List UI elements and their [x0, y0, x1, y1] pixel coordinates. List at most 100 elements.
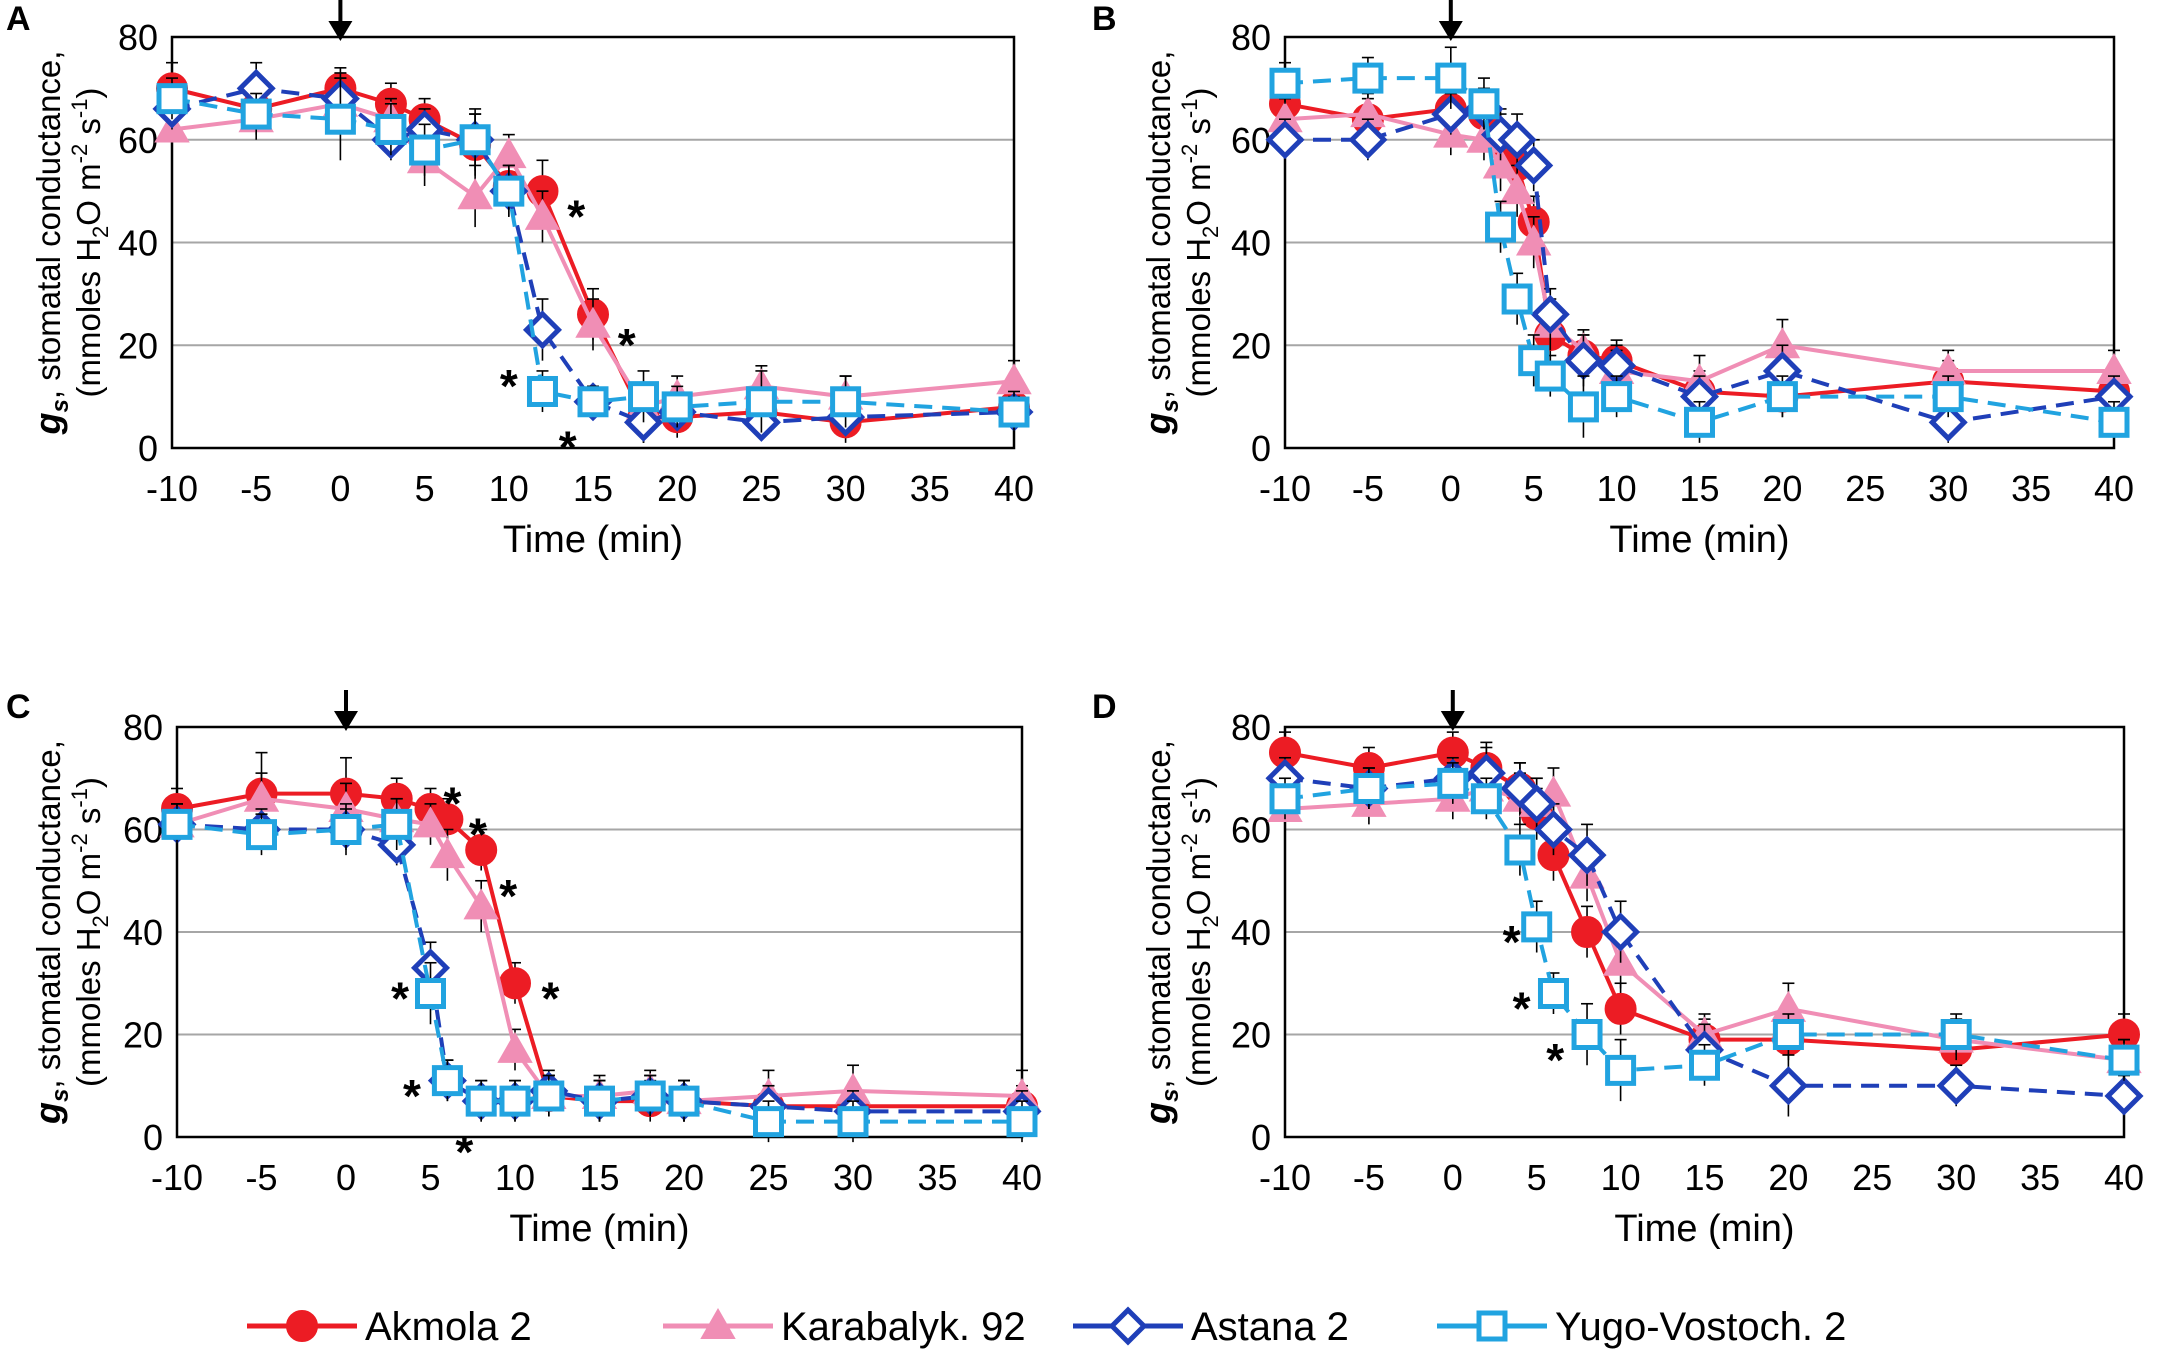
data-point	[246, 819, 277, 851]
data-point	[1534, 360, 1566, 392]
y-axis-label-line2: (mmoles H2O m-2 s-1)	[1177, 777, 1223, 1087]
data-point	[465, 1085, 497, 1117]
data-point	[1605, 1054, 1637, 1086]
y-tick-label: 20	[1231, 1015, 1271, 1056]
data-point	[1533, 809, 1574, 850]
data-point	[1485, 211, 1517, 243]
panel-label: A	[6, 0, 31, 38]
x-axis-label: Time (min)	[1614, 1208, 1794, 1250]
data-point	[457, 178, 493, 210]
y-tick-label: 80	[123, 707, 163, 748]
data-point	[1517, 784, 1557, 824]
y-axis-label-line1: gs, stomatal conductance,	[1137, 740, 1184, 1125]
y-tick-label: 80	[118, 17, 158, 58]
plot-frame	[1283, 35, 2116, 450]
data-point	[526, 375, 558, 407]
data-point	[1772, 1019, 1804, 1050]
panel-D: -10 -5 0 5 10 15 20 25 30 35 40 0 20 40 60 80 Time (min)…	[1092, 688, 2144, 1250]
x-tick-label: 20	[664, 1157, 704, 1198]
plot-frame	[175, 725, 1024, 1139]
series-yugo-vostoch-2	[156, 77, 1030, 433]
data-point	[381, 808, 413, 840]
data-point	[415, 978, 446, 1009]
data-point	[584, 1085, 615, 1117]
series-yugo-vostoch-2	[1269, 762, 2140, 1102]
data-point	[459, 124, 491, 156]
x-tick-label: 30	[833, 1157, 873, 1198]
legend-label: Astana 2	[1191, 1305, 1349, 1349]
x-tick-label: 20	[1768, 1157, 1808, 1198]
data-point	[1269, 783, 1301, 815]
data-point	[577, 386, 609, 418]
legend-label: Akmola 2	[365, 1305, 532, 1349]
data-point	[1766, 381, 1798, 413]
legend-marker	[1476, 1310, 1508, 1342]
x-tick-label: 40	[994, 468, 1034, 509]
y-tick-label: 60	[123, 810, 163, 851]
data-point	[575, 306, 611, 338]
data-point	[1501, 283, 1533, 315]
significance-star: *	[1546, 1034, 1564, 1086]
data-point	[1928, 402, 1968, 442]
data-point	[533, 1080, 565, 1112]
y-tick-label: 0	[143, 1117, 163, 1158]
significance-star: *	[469, 808, 487, 860]
legend-marker	[1108, 1306, 1148, 1346]
y-axis-label-line2: (mmoles H2O m-2 s-1)	[67, 88, 113, 398]
data-point	[1470, 783, 1502, 815]
x-tick-label: 15	[573, 468, 613, 509]
x-tick-label: 35	[2011, 468, 2051, 509]
significance-star: *	[542, 972, 560, 1024]
data-point	[1530, 294, 1570, 334]
significance-star: *	[444, 778, 462, 830]
data-point	[1521, 911, 1553, 943]
data-point	[668, 1085, 700, 1117]
y-tick-label: 60	[118, 120, 158, 161]
x-tick-label: 15	[1679, 468, 1719, 509]
data-point	[499, 1085, 531, 1117]
series-yugo-vostoch-2	[161, 797, 1038, 1143]
data-point	[499, 967, 531, 1000]
data-point	[1499, 173, 1535, 205]
y-tick-label: 80	[1231, 707, 1271, 748]
y-tick-label: 40	[123, 912, 163, 953]
y-axis-label-line1: gs, stomatal conductance,	[27, 51, 74, 436]
data-point	[998, 396, 1030, 428]
y-tick-label: 80	[1231, 17, 1271, 58]
panel-label: C	[6, 688, 31, 726]
x-tick-label: 5	[415, 468, 435, 509]
x-tick-label: 5	[1527, 1157, 1547, 1198]
x-tick-label: 0	[1441, 468, 1461, 509]
x-tick-label: 5	[1524, 468, 1544, 509]
x-tick-label: 35	[917, 1157, 957, 1198]
data-point	[1940, 1019, 1972, 1050]
data-point	[1435, 62, 1467, 94]
x-tick-label: -10	[1259, 468, 1311, 509]
data-point	[2108, 1044, 2140, 1076]
data-point	[1601, 381, 1633, 413]
legend-item: Astana 2	[1073, 1305, 1349, 1349]
x-tick-label: 15	[1684, 1157, 1724, 1198]
x-tick-label: 40	[2104, 1157, 2144, 1198]
x-tick-label: 5	[420, 1157, 440, 1198]
significance-star: *	[455, 1126, 473, 1178]
x-tick-label: -5	[1352, 468, 1384, 509]
x-tick-label: 40	[1002, 1157, 1042, 1198]
y-axis-label-line1: gs, stomatal conductance,	[27, 740, 74, 1125]
x-tick-label: 0	[330, 468, 350, 509]
data-point	[2104, 1076, 2144, 1116]
data-point	[1567, 835, 1607, 875]
x-tick-label: 30	[826, 468, 866, 509]
panel-C: -10 -5 0 5 10 15 20 25 30 35 40 0 20 40 60 80 Time (min)…	[6, 688, 1042, 1250]
data-point	[1601, 912, 1641, 952]
x-tick-label: -10	[146, 468, 198, 509]
treatment-arrow-icon	[328, 0, 353, 41]
data-point	[1269, 67, 1301, 99]
data-point	[830, 386, 862, 418]
data-point	[161, 808, 193, 840]
significance-star: *	[499, 870, 517, 922]
data-point	[497, 1031, 533, 1063]
x-tick-label: -5	[1353, 1157, 1385, 1198]
data-point	[1571, 916, 1604, 948]
x-tick-label: 10	[489, 468, 529, 509]
